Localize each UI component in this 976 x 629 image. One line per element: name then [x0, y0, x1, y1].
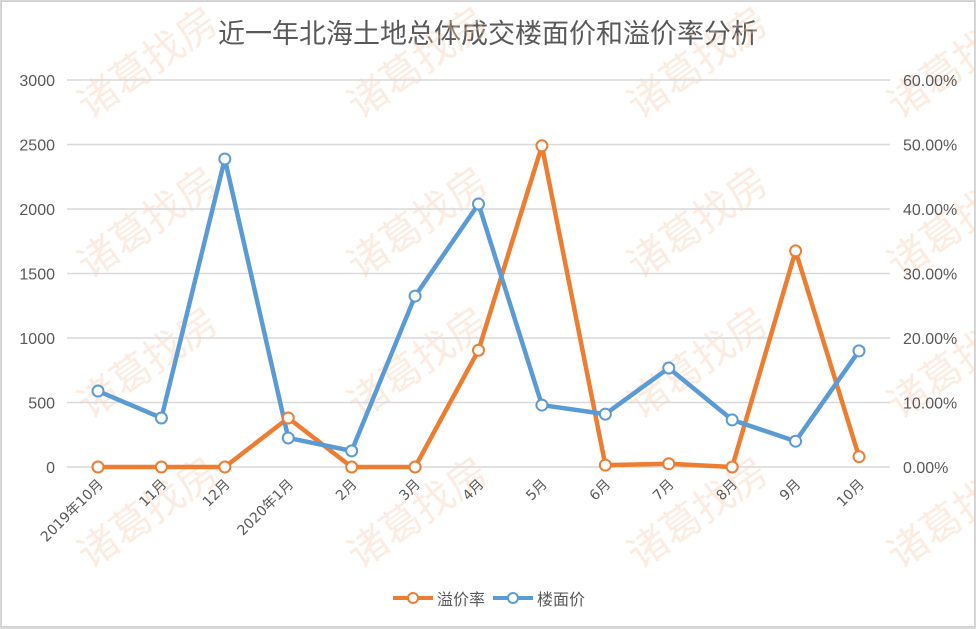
premium-rate-point[interactable]: [91, 460, 105, 474]
premium-rate-point[interactable]: [281, 411, 295, 425]
floor-price-point[interactable]: [852, 344, 866, 358]
premium-rate-point[interactable]: [472, 343, 485, 357]
left-axis-tick: 2500: [19, 138, 55, 155]
left-axis-tick: 3000: [19, 73, 55, 90]
x-axis-tick: 7月: [650, 477, 678, 505]
watermark-text: 诸葛找房: [69, 159, 226, 288]
watermark-text: 诸葛找房: [619, 159, 776, 288]
premium-rate-point[interactable]: [852, 450, 866, 464]
floor-price-point[interactable]: [154, 411, 168, 425]
floor-price-point[interactable]: [472, 197, 485, 211]
x-axis-tick: 10月: [834, 477, 868, 511]
premium-rate-point[interactable]: [345, 460, 359, 474]
floor-price-point[interactable]: [281, 431, 295, 445]
premium-rate-point[interactable]: [725, 460, 739, 474]
floor-price-point[interactable]: [535, 398, 549, 412]
floor-price-point[interactable]: [662, 361, 676, 375]
watermark-text: 诸葛找房: [339, 0, 496, 128]
x-axis-tick: 2月: [333, 477, 361, 505]
left-axis-tick: 1000: [19, 331, 55, 348]
watermark-text: 诸葛找房: [879, 0, 976, 128]
left-axis-tick: 1500: [19, 267, 55, 284]
x-axis-tick: 2020年1月: [234, 477, 297, 540]
orange-line-marker-icon: [392, 592, 433, 604]
floor-price-point[interactable]: [218, 152, 232, 166]
x-axis-tick: 5月: [523, 477, 551, 505]
floor-price-point[interactable]: [789, 434, 803, 448]
legend-item-floor-price[interactable]: 楼面价: [491, 586, 585, 610]
watermark-text: 诸葛找房: [619, 299, 776, 428]
watermark-text: 诸葛找房: [339, 159, 496, 288]
right-axis-tick: 10.00%: [903, 396, 957, 413]
premium-rate-point[interactable]: [662, 457, 676, 471]
legend-item-premium-rate[interactable]: 溢价率: [391, 586, 485, 610]
left-axis-tick: 500: [28, 396, 55, 413]
blue-line-marker-icon: [493, 592, 533, 604]
watermark-text: 诸葛找房: [619, 0, 776, 128]
legend-label-premium-rate: 溢价率: [436, 590, 485, 609]
premium-rate-point[interactable]: [789, 244, 803, 258]
floor-price-point[interactable]: [91, 384, 105, 398]
x-axis-tick: 9月: [777, 477, 805, 505]
premium-rate-point[interactable]: [598, 458, 612, 472]
premium-rate-point[interactable]: [408, 460, 422, 474]
premium-rate-point[interactable]: [218, 460, 232, 474]
right-axis-tick: 60.00%: [903, 73, 957, 90]
premium-rate-point[interactable]: [535, 139, 549, 153]
right-axis-tick: 40.00%: [903, 202, 957, 219]
right-axis-tick: 20.00%: [903, 331, 957, 348]
right-axis-tick: 50.00%: [903, 138, 957, 155]
legend-label-floor-price: 楼面价: [537, 590, 586, 609]
floor-price-point[interactable]: [598, 407, 612, 421]
chart-title: 近一年北海土地总体成交楼面价和溢价率分析: [218, 19, 758, 50]
floor-price-point[interactable]: [725, 413, 739, 427]
watermark-text: 诸葛找房: [619, 449, 776, 578]
floor-price-point[interactable]: [408, 289, 422, 303]
premium-rate-point[interactable]: [154, 460, 168, 474]
watermark-text: 诸葛找房: [69, 0, 226, 128]
left-axis-tick: 0: [46, 460, 55, 477]
legend: 溢价率 楼面价: [0, 586, 976, 610]
right-axis-tick: 30.00%: [903, 267, 957, 284]
left-axis-tick: 2000: [19, 202, 55, 219]
watermark-text: 诸葛找房: [69, 299, 226, 428]
right-axis-tick: 0.00%: [903, 460, 948, 477]
floor-price-point[interactable]: [345, 444, 359, 458]
x-axis-tick: 6月: [587, 477, 615, 505]
